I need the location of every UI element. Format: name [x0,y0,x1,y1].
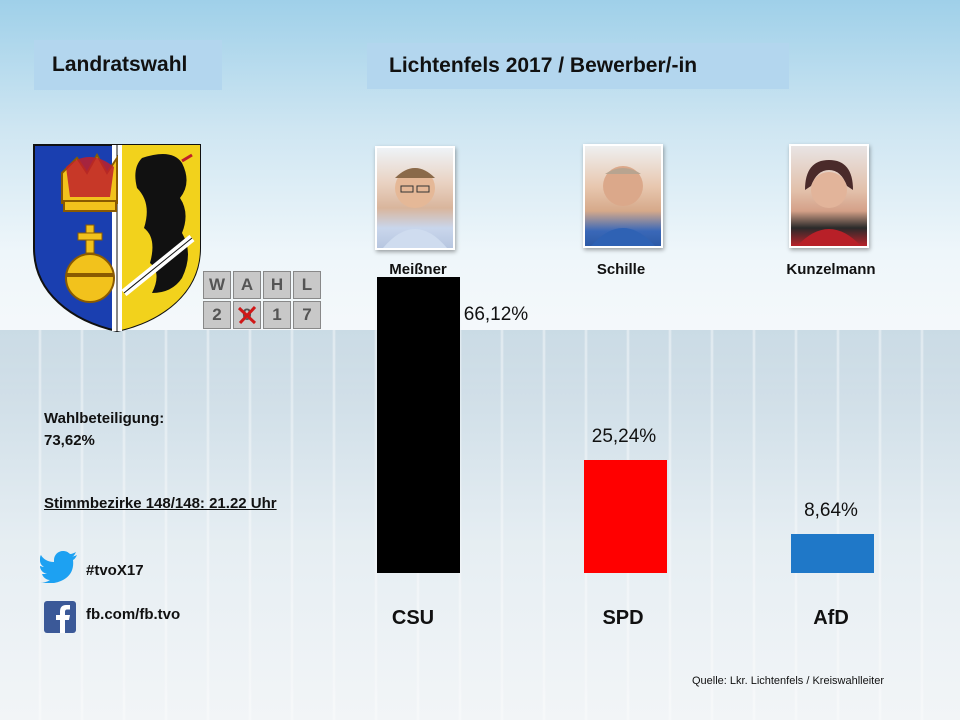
districts-status: Stimmbezirke 148/148: 21.22 Uhr [44,495,277,512]
candidate-photo-schille [583,144,663,248]
party-label-spd: SPD [602,607,644,629]
person-icon [797,160,861,246]
party-label-csu: CSU [391,607,435,629]
background-floor [0,330,960,720]
wahl-letters: W A H L [203,271,321,299]
title-lichtenfels-text: Lichtenfels 2017 / Bewerber/-in [389,54,698,77]
candidate-name-schille: Schille [596,261,646,278]
check-mark-icon [237,305,257,325]
facebook-icon [44,601,76,633]
logo-digit: 7 [293,301,321,329]
twitter-hashtag: #tvoX17 [86,562,144,579]
wahl-2017-logo: W A H L 2 0 1 7 [203,271,321,331]
turnout-value: 73,62% [44,432,95,449]
candidate-photo-meissner [375,146,455,250]
twitter-icon [40,551,77,583]
candidate-name-meissner: Meißner [389,261,447,278]
title-landratswahl-text: Landratswahl [52,53,188,76]
turnout-label: Wahlbeteiligung: [44,410,165,427]
value-label-csu: 66,12% [463,304,529,325]
title-lichtenfels: Lichtenfels 2017 / Bewerber/-in [367,43,789,89]
title-landratswahl: Landratswahl [34,40,222,90]
year-digits: 2 0 1 7 [203,301,321,329]
facebook-link: fb.com/fb.tvo [86,606,181,623]
bar-spd [584,460,667,573]
source-note: Quelle: Lkr. Lichtenfels / Kreiswahlleit… [692,675,884,687]
facebook-f-glyph [56,605,70,633]
logo-letter: W [203,271,231,299]
candidate-name-kunzelmann: Kunzelmann [786,261,876,278]
coat-of-arms-icon [33,144,201,333]
person-icon [383,168,447,248]
value-label-spd: 25,24% [591,426,657,447]
person-icon [591,166,655,246]
candidate-photo-kunzelmann [789,144,869,248]
party-label-afd: AfD [813,607,849,629]
logo-letter: L [293,271,321,299]
logo-letter: H [263,271,291,299]
bar-csu [377,277,460,573]
logo-digit: 1 [263,301,291,329]
logo-letter: A [233,271,261,299]
logo-digit-crossed: 0 [233,301,261,329]
bar-afd [791,534,874,573]
value-label-afd: 8,64% [804,500,858,521]
logo-digit: 2 [203,301,231,329]
